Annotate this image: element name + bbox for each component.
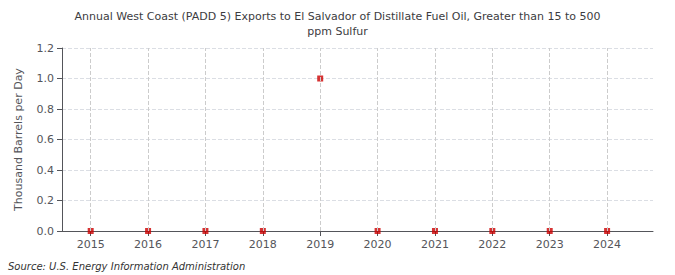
- svg-text:1.2: 1.2: [37, 42, 55, 55]
- svg-text:0.0: 0.0: [37, 225, 55, 238]
- svg-text:0.8: 0.8: [37, 103, 55, 116]
- svg-text:ppm Sulfur: ppm Sulfur: [307, 25, 368, 38]
- svg-text:0.4: 0.4: [37, 164, 55, 177]
- svg-text:1.0: 1.0: [37, 72, 55, 85]
- svg-text:2016: 2016: [134, 238, 162, 251]
- svg-text:2018: 2018: [249, 238, 277, 251]
- svg-text:Source: U.S. Energy Informatio: Source: U.S. Energy Information Administ…: [8, 261, 245, 272]
- svg-text:2021: 2021: [421, 238, 449, 251]
- svg-text:2022: 2022: [478, 238, 506, 251]
- svg-text:0.2: 0.2: [37, 194, 55, 207]
- svg-text:2017: 2017: [191, 238, 219, 251]
- svg-text:2019: 2019: [306, 238, 334, 251]
- svg-text:2023: 2023: [536, 238, 564, 251]
- svg-text:0.6: 0.6: [37, 133, 55, 146]
- svg-text:Annual West Coast (PADD 5) Exp: Annual West Coast (PADD 5) Exports to El…: [75, 10, 601, 23]
- svg-text:2015: 2015: [77, 238, 105, 251]
- svg-text:Thousand Barrels per Day: Thousand Barrels per Day: [12, 68, 25, 212]
- svg-text:2020: 2020: [364, 238, 392, 251]
- svg-text:2024: 2024: [593, 238, 621, 251]
